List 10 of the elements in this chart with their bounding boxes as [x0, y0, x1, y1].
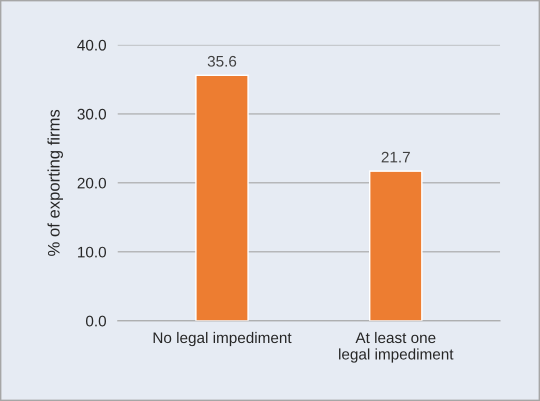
- x-tick-label: No legal impediment: [154, 332, 292, 346]
- y-tick-label: 0.0: [86, 316, 106, 326]
- y-tick-label: 20.0: [78, 178, 106, 189]
- y-tick-label: 10.0: [78, 246, 106, 258]
- x-tick-label: At least one legal impediment: [339, 332, 454, 363]
- data-label: 35.6: [208, 56, 236, 67]
- data-label: 21.7: [382, 152, 410, 162]
- y-tick-label: 30.0: [77, 108, 106, 120]
- y-axis-title: % of exporting firms: [47, 110, 63, 256]
- y-tick-label: 40.0: [77, 40, 106, 51]
